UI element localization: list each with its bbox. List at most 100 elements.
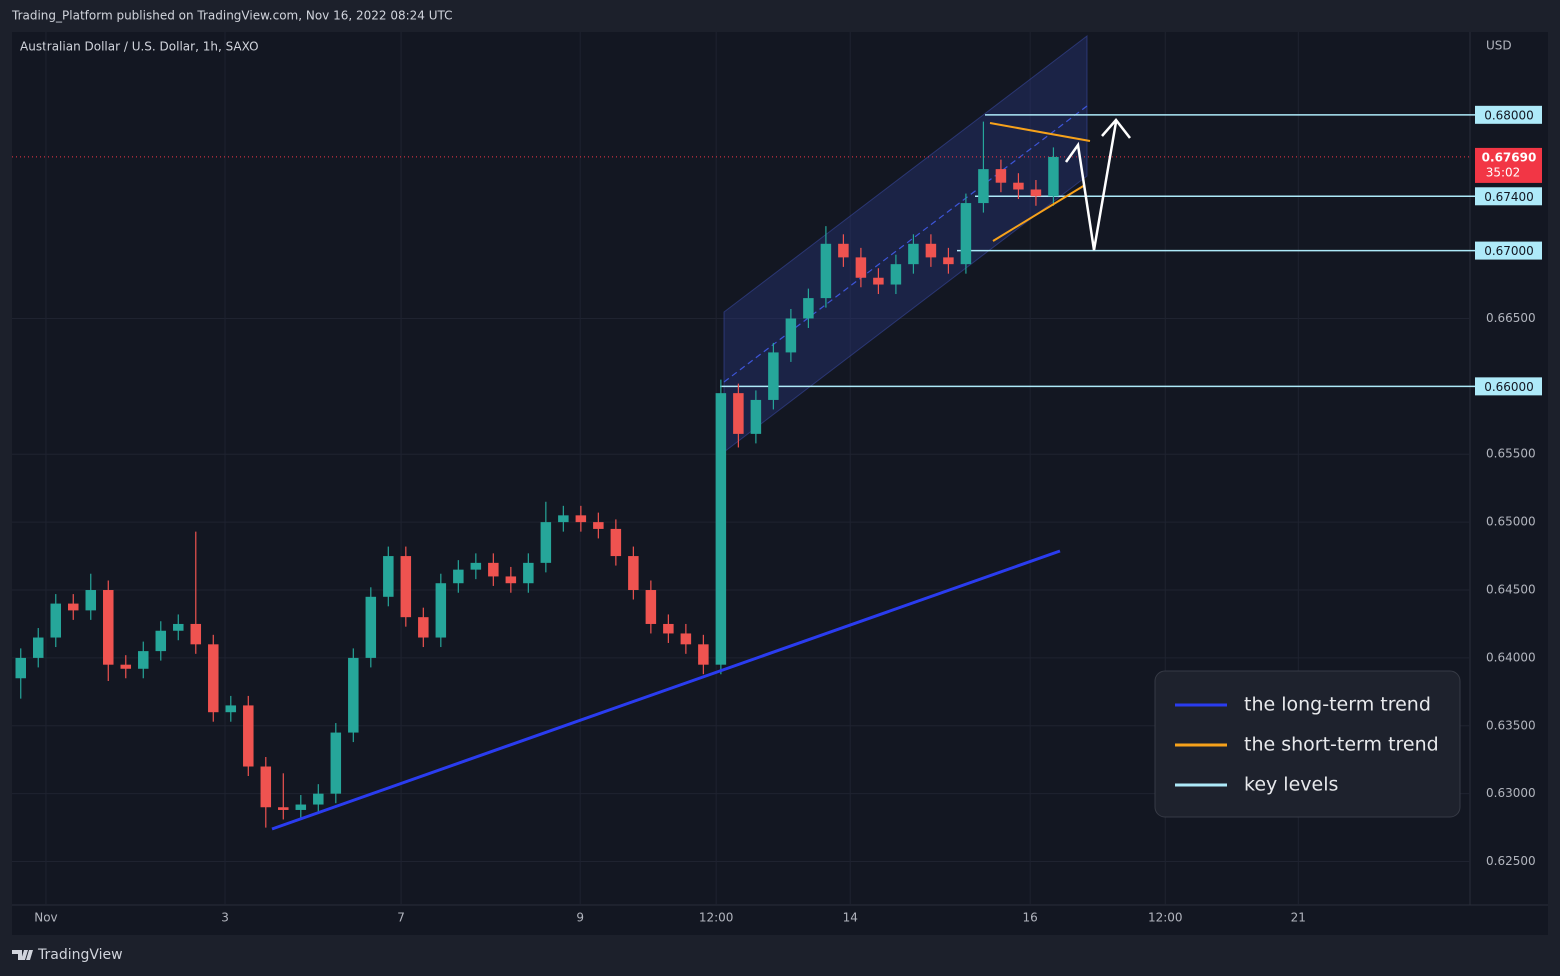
candle-body [435,583,447,638]
currency-unit: USD [1486,39,1512,53]
x-tick-label: 7 [397,911,405,925]
y-tick-label: 0.62500 [1486,854,1536,868]
candle-body [208,644,219,713]
candle-body [243,705,254,767]
candle-body [348,657,359,733]
candle-body [820,243,832,299]
key-level-label: 0.66000 [1484,380,1534,394]
candle-body [628,556,639,591]
candle-body [365,596,377,658]
candle-body [120,664,132,669]
candle-body [978,169,989,204]
x-tick-label: 12:00 [699,911,734,925]
y-tick-label: 0.63500 [1486,718,1536,732]
candle-body [698,644,709,665]
candle-body [663,623,674,634]
x-tick-label: 21 [1291,911,1306,925]
candle-body [610,528,622,557]
key-level-tag [1475,187,1542,206]
candle-body [138,651,149,669]
candle-body [1048,156,1059,197]
candle-body [190,623,202,645]
candle-body [645,590,657,624]
candle-body [733,393,744,434]
candle-body [1013,182,1024,190]
y-tick-label: 0.65000 [1486,515,1536,529]
key-level-label: 0.67000 [1484,244,1534,258]
candle-body [505,576,517,584]
y-tick-label: 0.64500 [1486,583,1536,597]
arrow-head [1101,118,1131,139]
countdown-label: 35:02 [1486,165,1521,179]
candle-body [803,298,814,319]
candle-body [523,562,534,584]
y-tick-label: 0.66500 [1486,311,1536,325]
candle-body [330,732,342,794]
axis: 0.62500 0.63000 0.63500 0.64000 0.64500 0.650… [34,105,1542,925]
candle-body [995,169,1007,183]
candle-body [785,318,797,353]
candle-body [715,393,727,665]
candle-body [488,562,499,577]
legend: the long-term trend the short-term trend k… [1154,670,1461,818]
candle-body [155,630,167,652]
candle-body [278,807,289,810]
grid [12,32,1470,905]
legend-items: the long-term trend the short-term trend k… [1175,694,1439,796]
candle-body [260,766,272,808]
short-term-lower [992,184,1086,242]
candle-body [383,556,394,597]
logo-mark [12,950,33,960]
y-tick-label: 0.63000 [1486,786,1536,800]
candle-body [558,515,569,523]
candle-body [85,590,97,611]
candle-body [680,633,692,645]
candle-body [15,657,27,679]
footer-logo: TradingView [12,947,123,963]
candle-body [33,637,44,658]
legend-label: the short-term trend [1244,734,1439,756]
last-price-label: 0.67690 [1482,150,1537,164]
candle-body [470,562,482,570]
footer-brand: TradingView [37,947,123,963]
candle-body [838,243,849,258]
y-tick-label: 0.65500 [1486,447,1536,461]
scenario-arrow [1064,121,1118,251]
symbol-title: Australian Dollar / U.S. Dollar, 1h, SAX… [20,40,259,54]
key-level-tag [1475,377,1542,396]
key-level-tag [1475,105,1542,124]
channel-midline [723,105,1088,383]
candle-body [873,277,884,285]
candle-body [68,603,79,611]
short-term-upper [989,122,1091,142]
candle-body [908,243,919,265]
legend-label: the long-term trend [1244,694,1431,716]
candle-body [400,556,412,618]
legend-label: key levels [1244,774,1338,796]
x-tick-label: 9 [576,911,584,925]
candle-body [453,569,464,584]
candle-body [540,522,552,563]
x-tick-label: 3 [221,911,229,925]
candle-body [960,203,972,265]
key-level-tag [1475,241,1542,260]
candle-body [50,603,62,638]
candle-body [418,617,429,638]
candle-body [925,243,937,258]
candle-body [943,257,954,265]
candles [15,121,1059,828]
candle-body [890,264,902,285]
header-title: Trading_Platform published on TradingVie… [11,9,453,23]
x-tick-label: 12:00 [1148,911,1183,925]
y-tick-label: 0.64000 [1486,650,1536,664]
x-tick-label: 16 [1023,911,1038,925]
candle-body [768,352,779,400]
candle-body [295,804,307,810]
long-term-trendline [271,549,1061,831]
last-price-tag [1475,147,1542,183]
candle-body [855,257,867,278]
x-tick-label: 14 [843,911,858,925]
candle-body [1030,189,1042,197]
